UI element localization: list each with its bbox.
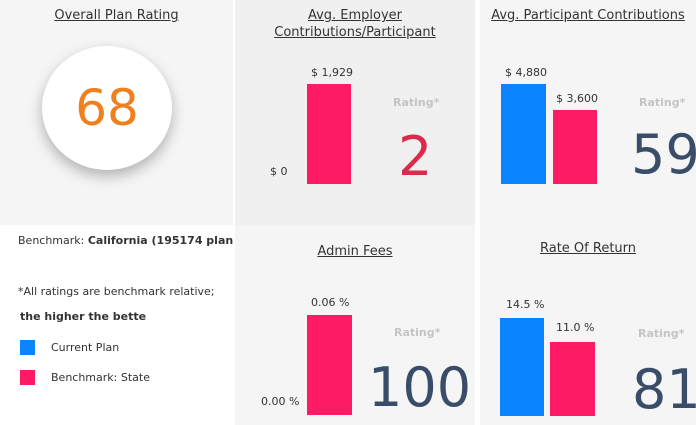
overall-rating-title[interactable]: Overall Plan Rating <box>54 8 179 23</box>
admin-fees-panel: Admin Fees 0.06 % 0.00 % Rating* 100 <box>235 225 475 425</box>
legend-benchmark-label: Benchmark: State <box>51 371 150 384</box>
overall-rating-value: 68 <box>75 79 139 137</box>
legend-benchmark-swatch <box>20 370 35 385</box>
participant-benchmark-label: $ 3,600 <box>556 92 598 105</box>
employer-contrib-panel: Avg. Employer Contributions/Participant … <box>235 0 475 225</box>
overall-rating-panel: Overall Plan Rating 68 <box>0 0 233 225</box>
return-rating-label: Rating* <box>638 327 685 340</box>
employer-contrib-title-line1[interactable]: Avg. Employer <box>307 8 403 23</box>
benchmark-note: *All ratings are benchmark relative; <box>18 285 215 298</box>
admin-zero-label: 0.00 % <box>261 395 300 408</box>
participant-contrib-panel: Avg. Participant Contributions $ 4,880 $… <box>480 0 696 225</box>
overall-rating-circle: 68 <box>42 46 172 170</box>
benchmark-note-2: the higher the bette <box>20 310 147 323</box>
return-rating-value: 81 <box>632 358 696 421</box>
admin-rating-label: Rating* <box>394 326 441 339</box>
legend-current-label: Current Plan <box>51 341 120 354</box>
employer-benchmark-bar <box>307 84 351 184</box>
benchmark-prefix: Benchmark: <box>18 234 88 247</box>
benchmark-info-panel: Benchmark: California (195174 plans) *Al… <box>0 225 233 425</box>
rate-of-return-panel: Rate Of Return 14.5 % 11.0 % Rating* 81 <box>480 225 696 425</box>
admin-benchmark-bar <box>307 315 352 415</box>
benchmark-state: California (195174 plans) <box>87 234 233 247</box>
employer-zero-label: $ 0 <box>270 165 288 178</box>
participant-rating-value: 59 <box>631 123 696 186</box>
benchmark-name: Benchmark: California (195174 plans) <box>18 234 233 247</box>
participant-benchmark-bar <box>553 110 597 184</box>
employer-rating-label: Rating* <box>393 96 440 109</box>
return-benchmark-label: 11.0 % <box>556 321 595 334</box>
legend-current-swatch <box>20 340 35 355</box>
return-current-label: 14.5 % <box>506 298 545 311</box>
employer-rating-value: 2 <box>398 125 433 188</box>
admin-bar-label: 0.06 % <box>311 296 350 309</box>
participant-contrib-title[interactable]: Avg. Participant Contributions <box>491 8 685 23</box>
participant-current-label: $ 4,880 <box>505 66 547 79</box>
participant-rating-label: Rating* <box>639 96 686 109</box>
employer-bar-label: $ 1,929 <box>311 66 353 79</box>
return-benchmark-bar <box>550 342 595 416</box>
employer-contrib-title-line2[interactable]: Contributions/Participant <box>274 25 436 40</box>
admin-fees-title[interactable]: Admin Fees <box>317 244 393 259</box>
return-current-bar <box>500 318 544 416</box>
participant-current-bar <box>501 84 546 184</box>
rate-of-return-title[interactable]: Rate Of Return <box>539 241 637 256</box>
admin-rating-value: 100 <box>368 356 472 419</box>
